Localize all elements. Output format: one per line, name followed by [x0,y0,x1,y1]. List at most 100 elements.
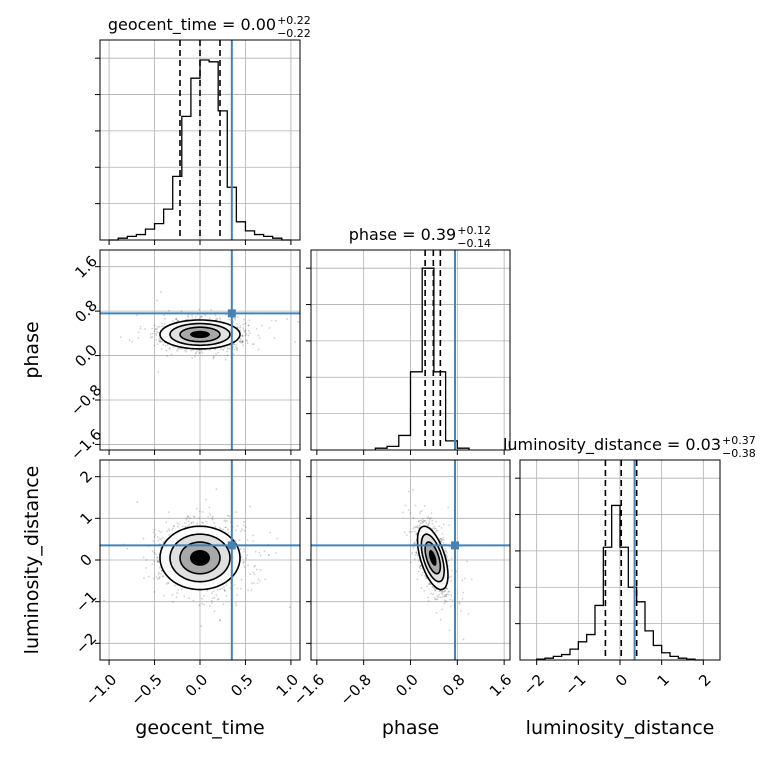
sample-point [234,317,237,320]
sample-point [418,512,421,515]
sample-point [199,352,201,354]
sample-point [422,520,425,523]
sample-point [160,538,163,541]
sample-point [188,597,191,600]
sample-point [201,510,204,513]
sample-point [156,328,159,330]
sample-point [195,351,198,354]
sample-point [149,336,152,339]
sample-point [434,527,437,530]
sample-point [252,534,254,537]
sample-point [423,589,426,592]
sample-point [250,589,253,592]
sample-point [413,542,416,545]
sample-point [157,539,160,542]
sample-point [444,594,446,597]
xtick-label: −2 [520,671,548,699]
sample-point [426,585,429,588]
sample-point [240,339,243,342]
sample-point [242,328,245,331]
sample-point [156,325,159,328]
sample-point [447,591,450,593]
sample-point [239,340,242,343]
sample-point [244,334,247,337]
sample-point [215,594,218,596]
sample-point [220,348,222,351]
sample-point [432,586,435,589]
sample-point [154,327,157,330]
sample-point [429,516,432,519]
sample-point [431,522,434,525]
xtick-label: −1 [561,671,589,699]
sample-point [414,554,417,557]
sample-point [157,573,160,575]
sample-point [143,577,145,579]
sample-point [427,524,430,526]
contour-line-2 [179,541,221,575]
sample-point [177,319,180,322]
sample-point [443,602,446,605]
sample-point [444,599,446,602]
sample-point [434,589,436,592]
sample-point [241,528,243,531]
sample-point [145,567,147,569]
sample-point [451,569,453,572]
sample-point [430,512,433,515]
sample-point [166,343,169,346]
sample-point [181,525,184,528]
sample-point [161,536,164,539]
sample-point [153,591,156,593]
sample-point [156,578,159,580]
sample-point [419,565,422,568]
sample-point [198,308,201,311]
sample-point [441,589,443,592]
sample-point [451,599,454,602]
sample-point [438,525,441,528]
sample-point [273,337,276,339]
sample-point [224,313,227,316]
sample-point [181,347,183,350]
sample-point [214,314,217,317]
sample-point [155,338,158,341]
sample-point [139,325,142,328]
sample-point [187,515,190,518]
sample-point [415,551,418,554]
sample-point [210,602,213,604]
sample-point [219,619,221,622]
sample-point [234,539,237,542]
truth-marker [227,309,236,318]
sample-point [401,511,404,514]
histogram-panels [99,39,721,661]
sample-point [425,522,428,525]
sample-point [128,339,131,342]
sample-point [252,571,255,574]
sample-point [157,331,160,334]
sample-point [428,520,431,523]
sample-point [179,347,182,350]
sample-point [424,519,427,522]
sample-point [288,606,291,609]
sample-point [158,337,161,340]
sample-point [427,583,430,585]
sample-point [242,344,245,347]
sample-point [204,315,207,317]
sample-point [204,520,207,523]
sample-point [167,309,170,312]
sample-point [223,590,226,592]
sample-point [215,317,218,320]
sample-point [168,346,171,349]
sample-point [441,591,444,593]
sample-point [249,573,252,575]
sample-point [152,540,155,542]
sample-point [245,557,248,560]
sample-point [180,310,183,312]
sample-point [235,322,238,325]
sample-point [226,514,229,517]
sample-point [166,581,169,584]
sample-point [173,525,175,528]
sample-point [168,348,171,350]
sample-point [158,561,160,563]
sample-point [421,571,424,574]
sample-point [433,596,436,599]
sample-point [420,522,423,525]
